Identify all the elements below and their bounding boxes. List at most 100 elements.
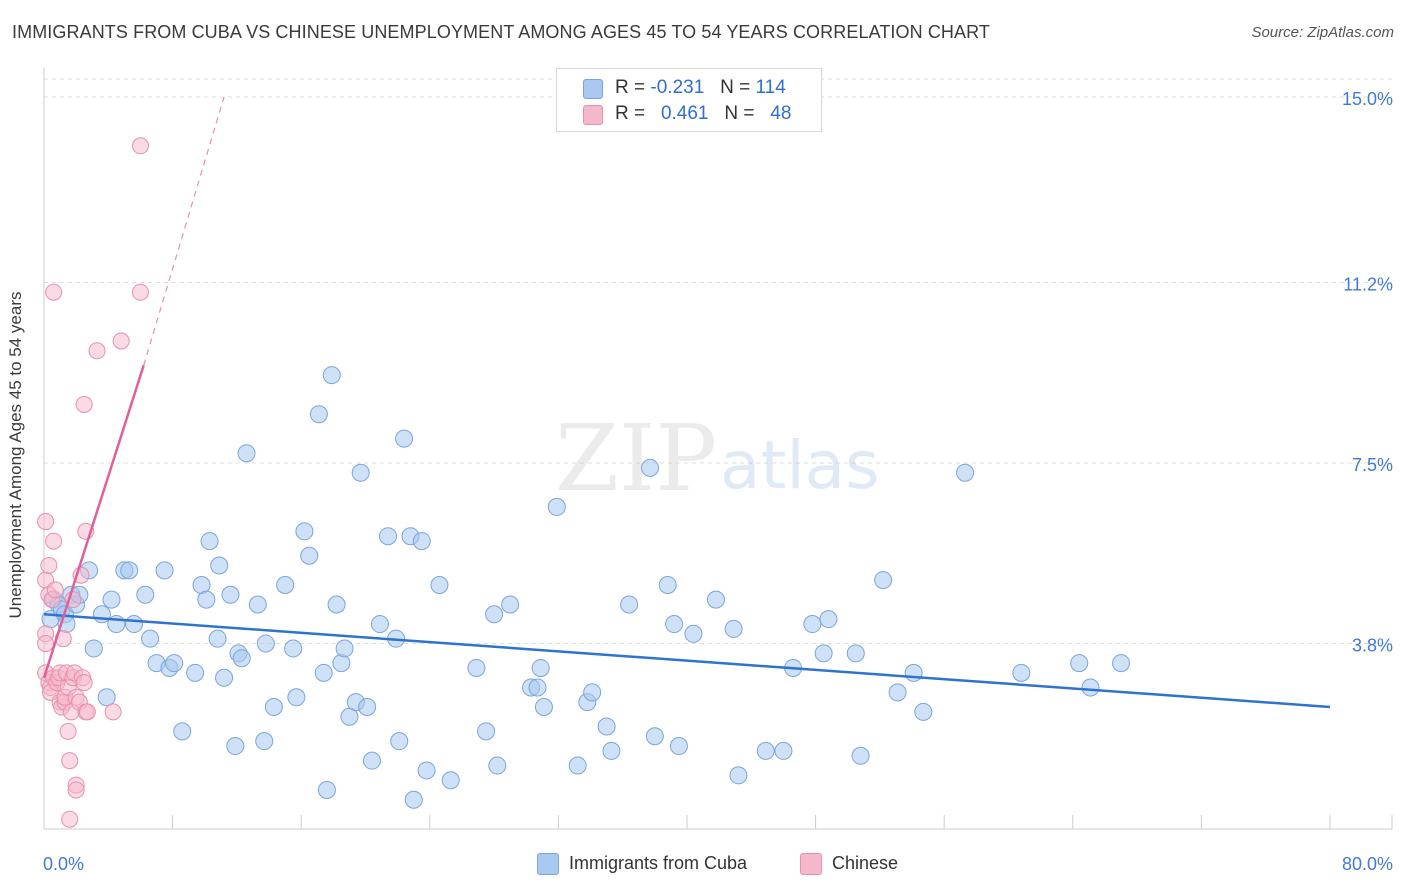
cuba-swatch	[583, 79, 603, 99]
point-cuba	[645, 727, 664, 746]
point-cuba	[583, 683, 602, 702]
x-tick-label: 0.0%	[43, 854, 84, 874]
point-cuba	[256, 634, 275, 653]
point-cuba	[729, 766, 748, 785]
point-cuba	[362, 751, 381, 770]
point-cuba	[1081, 678, 1100, 697]
tick-labels: 3.8% 7.5% 11.2% 15.0% 0.0% 80.0%	[43, 89, 1393, 874]
point-cuba	[255, 732, 274, 751]
correlation-legend: R = -0.231 N = 114 R = 0.461 N = 48	[556, 68, 822, 132]
point-cuba	[309, 405, 328, 424]
point-cuba	[395, 429, 414, 448]
trend-line-chinese-extension	[143, 96, 225, 366]
point-cuba	[332, 654, 351, 673]
watermark-atlas: atlas	[720, 427, 880, 504]
y-tick-label: 3.8%	[1352, 636, 1393, 656]
n-label: N =	[724, 103, 755, 124]
point-cuba	[888, 683, 907, 702]
chart-title: IMMIGRANTS FROM CUBA VS CHINESE UNEMPLOY…	[12, 22, 991, 42]
point-cuba	[300, 546, 319, 565]
point-cuba	[197, 590, 216, 609]
point-cuba	[215, 668, 234, 687]
point-cuba	[430, 576, 449, 594]
point-cuba	[97, 688, 116, 707]
point-chinese	[45, 283, 63, 301]
point-cuba	[84, 639, 103, 658]
r-value-chinese: 0.461	[660, 103, 709, 124]
n-value-cuba: 114	[755, 77, 786, 98]
n-label: N =	[720, 77, 751, 98]
point-cuba	[248, 595, 267, 614]
point-chinese	[61, 752, 79, 770]
point-cuba	[370, 615, 389, 634]
series-chinese-points	[37, 137, 149, 828]
trend-line-chinese	[42, 365, 145, 679]
point-cuba	[534, 698, 553, 716]
point-cuba	[724, 619, 743, 638]
point-cuba	[814, 644, 833, 663]
legend-label-cuba: Immigrants from Cuba	[569, 853, 748, 873]
point-cuba	[501, 595, 520, 614]
point-chinese	[131, 137, 149, 155]
point-cuba	[226, 737, 245, 756]
point-cuba	[136, 585, 155, 604]
point-chinese	[112, 332, 130, 350]
point-cuba	[488, 756, 507, 775]
r-label: R =	[615, 103, 646, 124]
trend-line-cuba	[43, 613, 1331, 709]
point-cuba	[390, 732, 409, 751]
point-cuba	[102, 590, 121, 609]
point-cuba	[547, 497, 566, 516]
point-cuba	[477, 722, 496, 741]
y-tick-label: 7.5%	[1352, 455, 1393, 475]
point-cuba	[904, 663, 923, 682]
point-cuba	[327, 595, 346, 614]
y-tick-label: 11.2%	[1343, 274, 1393, 294]
point-chinese	[37, 513, 55, 531]
point-cuba	[1070, 654, 1089, 673]
point-cuba	[232, 649, 251, 668]
point-cuba	[155, 561, 174, 580]
point-cuba	[774, 741, 793, 760]
legend-label-chinese: Chinese	[832, 853, 899, 873]
point-cuba	[284, 639, 303, 658]
point-cuba	[404, 790, 423, 809]
point-chinese	[67, 781, 85, 799]
point-cuba	[317, 780, 336, 799]
point-cuba	[351, 463, 370, 482]
point-cuba	[528, 678, 547, 697]
r-label: R =	[615, 77, 646, 98]
point-cuba	[819, 610, 838, 629]
point-cuba	[620, 595, 639, 614]
point-chinese	[88, 342, 106, 360]
point-cuba	[851, 746, 870, 765]
point-chinese	[59, 722, 77, 740]
point-cuba	[208, 629, 227, 648]
point-cuba	[264, 698, 283, 716]
source-label: Source: ZipAtlas.com	[1251, 24, 1394, 41]
point-cuba	[1012, 663, 1031, 682]
point-cuba	[602, 741, 621, 760]
point-cuba	[165, 654, 184, 673]
point-cuba	[665, 615, 684, 634]
point-cuba	[658, 576, 677, 594]
point-cuba	[956, 463, 975, 482]
point-cuba	[173, 722, 192, 741]
r-value-cuba: -0.231	[650, 77, 705, 98]
point-cuba	[597, 717, 616, 736]
point-chinese	[131, 283, 149, 301]
point-cuba	[441, 771, 460, 790]
n-value-chinese: 48	[770, 103, 792, 124]
point-chinese	[104, 703, 122, 721]
axes	[43, 68, 1393, 830]
point-chinese	[75, 395, 93, 413]
point-chinese	[61, 810, 79, 828]
point-cuba	[322, 366, 341, 385]
y-tick-label: 15.0%	[1342, 89, 1393, 109]
point-cuba	[684, 624, 703, 643]
point-cuba	[237, 444, 256, 463]
point-cuba	[92, 605, 111, 624]
x-tick-label: 80.0%	[1342, 854, 1393, 874]
point-cuba	[287, 688, 306, 707]
